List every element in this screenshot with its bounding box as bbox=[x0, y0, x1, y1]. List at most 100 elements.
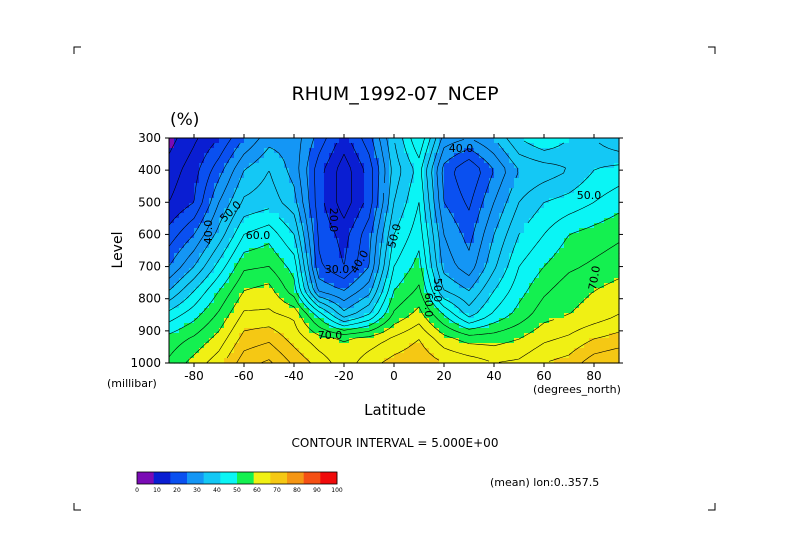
contour-fill-cell bbox=[284, 288, 290, 294]
contour-fill-cell bbox=[319, 293, 325, 299]
contour-fill-cell bbox=[579, 323, 585, 329]
contour-fill-cell bbox=[479, 283, 485, 289]
contour-fill-cell bbox=[399, 313, 405, 319]
contour-fill-cell bbox=[244, 138, 250, 144]
contour-fill-cell bbox=[449, 313, 455, 319]
contour-fill-cell bbox=[254, 228, 260, 234]
contour-fill-cell bbox=[439, 148, 445, 154]
contour-fill-cell bbox=[529, 148, 535, 154]
contour-fill-cell bbox=[534, 358, 540, 364]
contour-fill-cell bbox=[514, 243, 520, 249]
contour-fill-cell bbox=[534, 318, 540, 324]
contour-fill-cell bbox=[549, 313, 555, 319]
contour-fill-cell bbox=[614, 188, 620, 194]
contour-fill-cell bbox=[544, 138, 550, 144]
contour-fill-cell bbox=[574, 173, 580, 179]
contour-fill-cell bbox=[294, 218, 300, 224]
contour-fill-cell bbox=[544, 303, 550, 309]
contour-fill-cell bbox=[369, 273, 375, 279]
contour-fill-cell bbox=[559, 213, 565, 219]
contour-fill-cell bbox=[559, 138, 565, 144]
contour-fill-cell bbox=[419, 183, 425, 189]
contour-fill-cell bbox=[434, 288, 440, 294]
contour-fill-cell bbox=[249, 263, 255, 269]
contour-fill-cell bbox=[519, 198, 525, 204]
contour-fill-cell bbox=[404, 303, 410, 309]
contour-fill-cell bbox=[209, 278, 215, 284]
contour-fill-cell bbox=[559, 218, 565, 224]
contour-fill-cell bbox=[189, 158, 195, 164]
contour-fill-cell bbox=[474, 203, 480, 209]
contour-fill-cell bbox=[519, 213, 525, 219]
contour-fill-cell bbox=[484, 198, 490, 204]
contour-fill-cell bbox=[214, 263, 220, 269]
contour-fill-cell bbox=[439, 303, 445, 309]
contour-fill-cell bbox=[249, 288, 255, 294]
contour-fill-cell bbox=[429, 188, 435, 194]
contour-fill-cell bbox=[494, 288, 500, 294]
contour-fill-cell bbox=[194, 318, 200, 324]
contour-fill-cell bbox=[414, 258, 420, 264]
contour-fill-cell bbox=[559, 233, 565, 239]
contour-fill-cell bbox=[549, 323, 555, 329]
contour-fill-cell bbox=[179, 333, 185, 339]
contour-fill-cell bbox=[614, 183, 620, 189]
contour-fill-cell bbox=[564, 348, 570, 354]
contour-fill-cell bbox=[259, 338, 265, 344]
contour-fill-cell bbox=[344, 358, 350, 364]
colorbar-tick-label: 70 bbox=[273, 487, 281, 494]
contour-fill-cell bbox=[579, 293, 585, 299]
contour-fill-cell bbox=[599, 143, 605, 149]
contour-fill-cell bbox=[514, 333, 520, 339]
contour-fill-cell bbox=[339, 328, 345, 334]
contour-fill-cell bbox=[299, 228, 305, 234]
contour-fill-cell bbox=[494, 243, 500, 249]
contour-fill-cell bbox=[584, 208, 590, 214]
contour-fill-cell bbox=[419, 203, 425, 209]
contour-fill-cell bbox=[614, 358, 620, 364]
contour-fill-cell bbox=[434, 143, 440, 149]
contour-fill-cell bbox=[554, 198, 560, 204]
contour-fill-cell bbox=[414, 328, 420, 334]
contour-fill-cell bbox=[539, 313, 545, 319]
contour-fill-cell bbox=[549, 178, 555, 184]
contour-fill-cell bbox=[584, 308, 590, 314]
contour-fill-cell bbox=[174, 218, 180, 224]
contour-fill-cell bbox=[224, 348, 230, 354]
contour-fill-cell bbox=[584, 343, 590, 349]
contour-fill-cell bbox=[554, 273, 560, 279]
contour-fill-cell bbox=[449, 278, 455, 284]
contour-fill-cell bbox=[299, 313, 305, 319]
contour-fill-cell bbox=[459, 313, 465, 319]
contour-fill-cell bbox=[579, 208, 585, 214]
contour-fill-cell bbox=[604, 343, 610, 349]
contour-fill-cell bbox=[224, 243, 230, 249]
contour-fill-cell bbox=[309, 278, 315, 284]
contour-fill-cell bbox=[329, 148, 335, 154]
contour-fill-cell bbox=[499, 283, 505, 289]
contour-fill-cell bbox=[434, 233, 440, 239]
contour-fill-cell bbox=[329, 358, 335, 364]
contour-fill-cell bbox=[539, 168, 545, 174]
contour-fill-cell bbox=[544, 348, 550, 354]
colorbar-tick-label: 40 bbox=[213, 487, 221, 494]
contour-fill-cell bbox=[224, 178, 230, 184]
contour-fill-cell bbox=[544, 283, 550, 289]
contour-fill-cell bbox=[399, 243, 405, 249]
contour-fill-cell bbox=[459, 198, 465, 204]
contour-fill-cell bbox=[294, 238, 300, 244]
contour-fill-cell bbox=[589, 323, 595, 329]
contour-fill-cell bbox=[259, 203, 265, 209]
contour-fill-cell bbox=[334, 153, 340, 159]
contour-fill-cell bbox=[494, 343, 500, 349]
contour-fill-cell bbox=[369, 218, 375, 224]
contour-fill-cell bbox=[454, 193, 460, 199]
contour-fill-cell bbox=[584, 323, 590, 329]
contour-fill-cell bbox=[489, 358, 495, 364]
contour-fill-cell bbox=[399, 183, 405, 189]
contour-fill-cell bbox=[224, 298, 230, 304]
contour-fill-cell bbox=[279, 213, 285, 219]
contour-fill-cell bbox=[369, 338, 375, 344]
contour-fill-cell bbox=[594, 298, 600, 304]
contour-fill-cell bbox=[529, 158, 535, 164]
